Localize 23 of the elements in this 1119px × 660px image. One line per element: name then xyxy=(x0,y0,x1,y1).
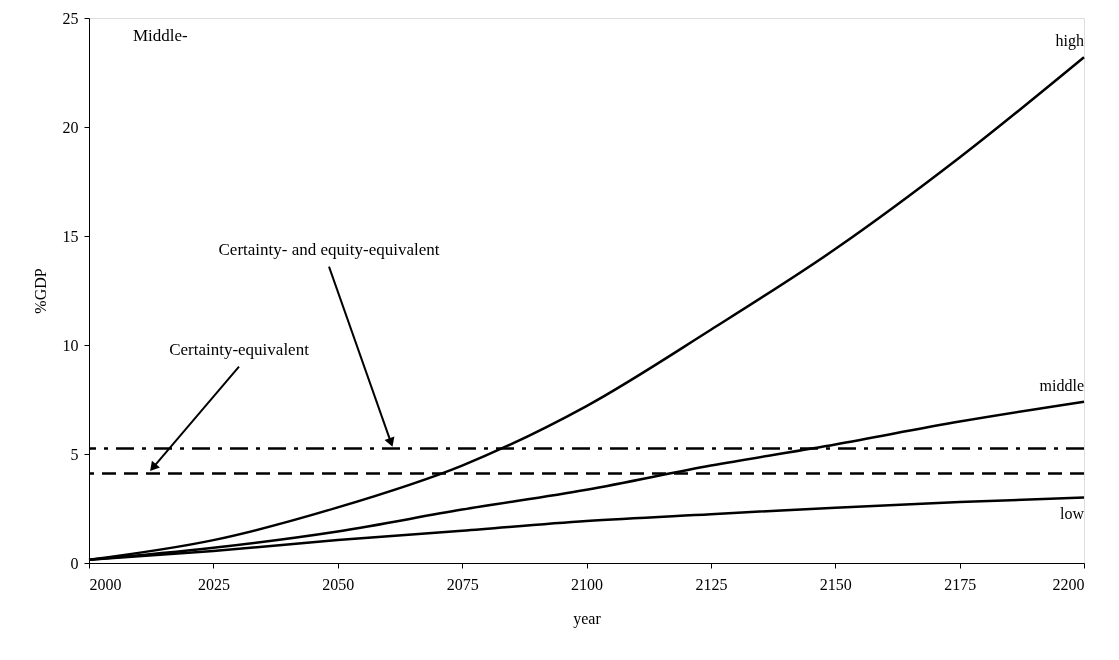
series-label: low xyxy=(1060,504,1085,522)
y-tick-label: 10 xyxy=(62,336,79,354)
annotation: Middle- xyxy=(133,26,189,45)
x-tick-label: 2050 xyxy=(322,575,355,593)
ref-line-label: Certainty- and equity-equivalent xyxy=(218,239,440,259)
x-tick-label: 2150 xyxy=(819,575,852,593)
x-tick-label: 2175 xyxy=(944,575,977,593)
y-tick-label: 15 xyxy=(62,227,79,245)
x-tick-label: 2200 xyxy=(1052,575,1085,593)
x-tick-label: 2100 xyxy=(571,575,603,593)
ref-line-label: Certainty-equivalent xyxy=(169,339,310,359)
x-tick-label: 2000 xyxy=(89,575,122,593)
y-tick-label: 0 xyxy=(70,554,79,572)
y-tick-label: 5 xyxy=(70,445,79,463)
series-label: middle xyxy=(1039,376,1084,394)
x-axis-title: year xyxy=(573,609,602,628)
y-tick-label: 20 xyxy=(62,118,79,136)
x-tick-label: 2125 xyxy=(695,575,728,593)
y-tick-label: 25 xyxy=(62,9,79,27)
y-axis-title: %GDP xyxy=(31,268,49,314)
x-tick-label: 2025 xyxy=(197,575,230,593)
x-tick-label: 2075 xyxy=(446,575,479,593)
series-label: high xyxy=(1055,32,1084,51)
